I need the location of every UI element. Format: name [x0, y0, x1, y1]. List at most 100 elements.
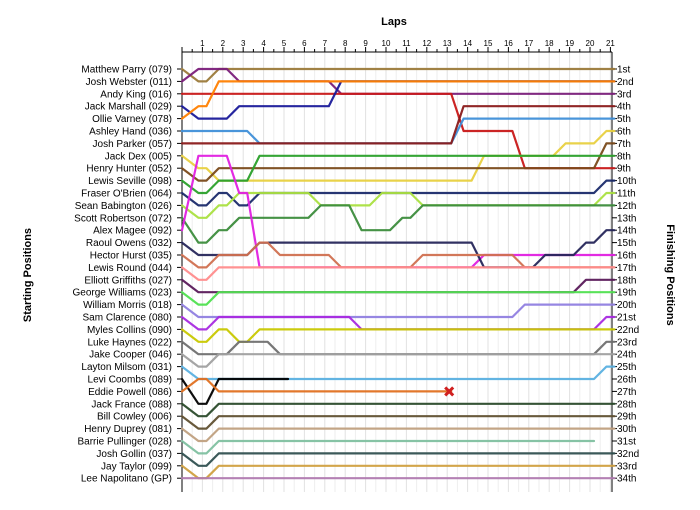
- finishing-label: 24th: [617, 350, 636, 361]
- lap-tick-label: 18: [545, 39, 554, 48]
- driver-label: Jack France (088): [91, 399, 172, 410]
- finishing-label: 33rd: [617, 461, 637, 472]
- finishing-label: 22nd: [617, 325, 639, 336]
- driver-label: Andy King (016): [100, 89, 172, 100]
- driver-label: Luke Haynes (022): [88, 337, 173, 348]
- finishing-label: 30th: [617, 424, 636, 435]
- series-line: [180, 452, 616, 467]
- series-line: [180, 266, 616, 281]
- series-lines: [180, 67, 616, 480]
- retired-marker: [444, 386, 455, 397]
- lap-tick-label: 21: [606, 39, 615, 48]
- lap-tick-label: 19: [565, 39, 574, 48]
- finishing-label: 34th: [617, 474, 636, 485]
- grid: [181, 52, 611, 492]
- lap-tick-label: 20: [586, 39, 595, 48]
- finishing-label: 7th: [617, 139, 631, 150]
- finishing-label: 11th: [617, 189, 636, 200]
- finishing-label: 26th: [617, 375, 636, 386]
- series-line: [180, 80, 616, 120]
- lap-tick-label: 11: [402, 39, 411, 48]
- finishing-label: 4th: [617, 102, 631, 113]
- driver-label: Elliott Griffiths (027): [84, 275, 172, 286]
- driver-label: Josh Parker (057): [93, 139, 172, 150]
- driver-label: Myles Collins (090): [87, 325, 172, 336]
- series-line: [180, 154, 616, 195]
- series-line: [180, 427, 616, 443]
- finishing-label: 2nd: [617, 77, 634, 88]
- lap-tick-label: 8: [343, 39, 348, 48]
- lap-tick-label: 17: [524, 39, 533, 48]
- driver-label: Sam Clarence (080): [83, 313, 172, 324]
- driver-label: Alex Magee (092): [93, 226, 172, 237]
- finishing-label: 18th: [617, 275, 636, 286]
- driver-label: George Williams (023): [73, 288, 172, 299]
- lap-tick-label: 7: [323, 39, 328, 48]
- series-line: [180, 67, 616, 83]
- chart-title: Laps: [381, 16, 407, 28]
- finishing-label: 20th: [617, 300, 636, 311]
- y-axis-label-left: Starting Positions: [22, 228, 34, 322]
- lap-tick-label: 16: [504, 39, 513, 48]
- finishing-label: 31st: [617, 437, 636, 448]
- finishing-label: 17th: [617, 263, 636, 274]
- finishing-label: 1st: [617, 65, 631, 76]
- lap-tick-label: 2: [221, 39, 226, 48]
- lap-tick-label: 4: [261, 39, 266, 48]
- driver-label: Josh Gollin (037): [96, 449, 172, 460]
- series-line: [180, 439, 596, 455]
- finishing-label: 6th: [617, 127, 631, 138]
- lap-tick-label: 3: [241, 39, 246, 48]
- finishing-label: 19th: [617, 288, 636, 299]
- driver-label: Sean Babington (026): [75, 201, 172, 212]
- finishing-label: 32nd: [617, 449, 639, 460]
- driver-label: Fraser O'Brien (064): [81, 189, 172, 200]
- lap-tick-label: 1: [200, 39, 205, 48]
- lap-tick-label: 9: [363, 39, 368, 48]
- finishing-label: 25th: [617, 362, 636, 373]
- driver-label: Jake Cooper (046): [89, 350, 172, 361]
- driver-label: Barrie Pullinger (028): [78, 437, 173, 448]
- series-line: [180, 142, 616, 182]
- driver-label: Ashley Hand (036): [89, 127, 172, 138]
- finishing-label: 23rd: [617, 337, 637, 348]
- finishing-label: 8th: [617, 151, 631, 162]
- driver-label: Layton Milsom (031): [81, 362, 172, 373]
- driver-label: Eddie Powell (086): [88, 387, 172, 398]
- driver-label: Hector Hurst (035): [90, 251, 172, 262]
- series-line: [180, 328, 616, 343]
- y-axis-label-right: Finishing Positions: [664, 224, 676, 325]
- driver-label: Josh Webster (011): [86, 77, 172, 88]
- series-line: [180, 464, 616, 480]
- finishing-label: 14th: [617, 226, 636, 237]
- driver-label: Jack Marshall (029): [85, 102, 172, 113]
- lap-tick-label: 15: [484, 39, 493, 48]
- driver-label: Jay Taylor (099): [101, 461, 172, 472]
- finishing-label: 13th: [617, 213, 636, 224]
- series-line: [180, 291, 616, 306]
- finishing-label: 29th: [617, 412, 636, 423]
- driver-label: Jack Dex (005): [105, 151, 172, 162]
- finishing-label: 27th: [617, 387, 636, 398]
- axis-tick-labels: 1 2 3 4 5 6 7 8 9 10 11 12 13 14 15 16 17 18 19 20 21Matthew…: [73, 39, 640, 485]
- driver-label: Matthew Parry (079): [81, 65, 172, 76]
- series-line: [180, 353, 616, 368]
- series-line: [180, 415, 616, 430]
- driver-label: Bill Cowley (006): [97, 412, 172, 423]
- driver-label: Lewis Seville (098): [88, 176, 172, 187]
- finishing-label: 10th: [617, 176, 636, 187]
- finishing-label: 28th: [617, 399, 636, 410]
- finishing-label: 3rd: [617, 89, 631, 100]
- series-line: [180, 402, 616, 418]
- driver-label: Henry Hunter (052): [86, 164, 172, 175]
- finishing-label: 5th: [617, 114, 631, 125]
- lap-tick-label: 6: [302, 39, 307, 48]
- finishing-label: 9th: [617, 164, 631, 175]
- series-line: [180, 377, 290, 405]
- driver-label: William Morris (018): [83, 300, 172, 311]
- finishing-label: 15th: [617, 238, 636, 249]
- driver-label: Scott Robertson (072): [74, 213, 172, 224]
- series-line: [180, 377, 453, 393]
- driver-label: Lee Napolitano (GP): [81, 474, 172, 485]
